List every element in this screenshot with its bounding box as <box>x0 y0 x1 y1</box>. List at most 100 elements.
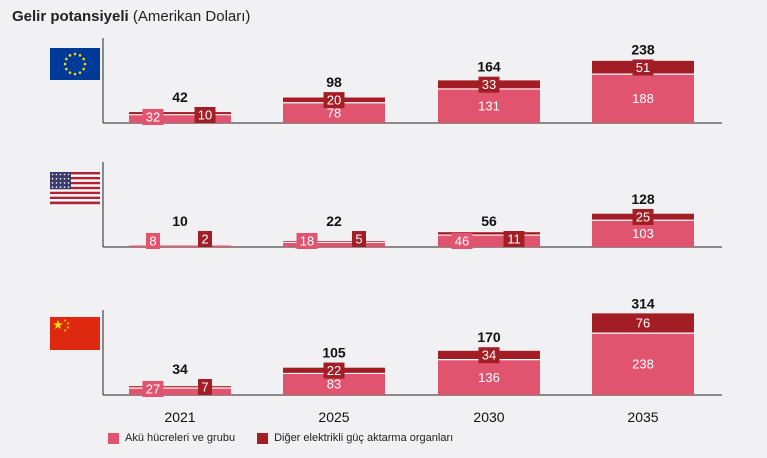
panel-us-flag: 8 2 10 18 5 22 46 11 56 103 25 128 <box>50 162 722 249</box>
china-flag-star <box>66 325 70 330</box>
value-label-bg-cells <box>146 233 160 249</box>
total-label: 10 <box>172 213 188 229</box>
us-flag-star <box>59 177 62 180</box>
us-flag-stripe <box>50 172 100 175</box>
us-flag-stripe <box>50 201 100 205</box>
eu-flag-star <box>78 71 82 74</box>
total-label: 22 <box>326 213 342 229</box>
us-flag-stripe <box>50 174 100 178</box>
value-label-bg-other <box>478 347 500 364</box>
value-label-bg-other <box>194 107 216 123</box>
us-flag-star <box>63 177 66 180</box>
total-label: 128 <box>631 191 655 207</box>
total-label: 238 <box>631 41 655 57</box>
us-flag-star <box>63 182 66 184</box>
x-tick-label: 2025 <box>318 409 349 425</box>
total-label: 34 <box>172 361 188 377</box>
value-label-bg-other <box>352 231 366 247</box>
value-label-bg-cells <box>451 233 473 249</box>
value-label-cells: 188 <box>632 91 654 106</box>
bar-other <box>129 112 231 115</box>
value-label-cells: 238 <box>632 357 654 372</box>
us-flag-stripe <box>50 181 100 185</box>
value-label-bg-other <box>323 92 345 109</box>
value-label-other: 22 <box>327 363 341 378</box>
us-flag-stripe <box>50 199 100 202</box>
bar-cells <box>283 242 385 247</box>
us-flag-star <box>63 173 66 176</box>
eu-flag-star <box>65 67 68 71</box>
value-label-bg-other <box>198 379 212 395</box>
us-flag-stripe <box>50 191 100 195</box>
value-label-other: 51 <box>636 60 650 75</box>
bar-cells <box>438 235 540 247</box>
value-label-bg-cells <box>142 109 164 125</box>
eu-flag-star <box>73 52 77 56</box>
chart-title: Gelir potansiyeli (Amerikan Doları) <box>12 8 250 25</box>
us-flag-stripe <box>50 176 100 180</box>
x-tick-label: 2030 <box>473 409 504 425</box>
us-flag-star <box>59 186 62 188</box>
us-flag-star <box>51 177 54 180</box>
chart-title-bold: Gelir potansiyeli <box>12 8 129 25</box>
us-flag-stripe <box>50 184 100 187</box>
us-flag-star <box>51 186 54 188</box>
us-flag-star <box>63 186 66 188</box>
legend-label-other: Diğer elektrikli güç aktarma organları <box>274 432 454 444</box>
eu-flag-star <box>63 62 67 66</box>
x-tick-label: 2035 <box>627 409 658 425</box>
x-tick-label: 2021 <box>164 409 195 425</box>
us-flag-star <box>51 182 54 184</box>
bar-cells <box>438 359 540 395</box>
total-label: 56 <box>481 213 497 229</box>
value-label-bg-other <box>632 315 654 332</box>
bar-cells <box>129 244 231 247</box>
value-label-bg-other <box>198 231 212 247</box>
us-flag-star <box>55 186 58 188</box>
us-flag-stripe <box>50 189 100 192</box>
value-label-other: 76 <box>636 316 650 331</box>
value-label-other: 7 <box>201 380 208 395</box>
total-label: 98 <box>326 74 342 90</box>
us-flag-star <box>55 173 58 176</box>
bar-cells <box>592 74 694 123</box>
value-label-cells: 27 <box>146 382 160 397</box>
us-flag-star <box>59 182 62 184</box>
bar-other <box>283 241 385 243</box>
value-label-other: 11 <box>507 232 521 247</box>
value-label-cells: 46 <box>455 234 469 249</box>
us-flag-star <box>59 173 62 176</box>
value-label-other: 33 <box>482 77 496 92</box>
legend-label-cells: Akü hücreleri ve grubu <box>125 432 236 444</box>
value-label-other: 2 <box>201 232 208 247</box>
us-flag <box>50 172 100 205</box>
legend-item-cells: Akü hücreleri ve grubu <box>108 432 235 444</box>
value-label-cells: 18 <box>300 234 314 249</box>
total-label: 164 <box>477 59 501 75</box>
bar-cells <box>438 88 540 123</box>
legend-item-other: Diğer elektrikli güç aktarma organları <box>257 432 453 444</box>
value-label-bg-other <box>478 76 500 93</box>
eu-flag-star <box>73 72 77 76</box>
bar-cells <box>283 102 385 123</box>
value-label-cells: 8 <box>149 234 156 249</box>
value-label-bg-other <box>503 231 525 247</box>
china-flag-star <box>66 321 70 326</box>
bar-cells <box>129 387 231 395</box>
total-label: 105 <box>322 345 346 361</box>
legend-swatch-other <box>257 432 269 444</box>
us-flag-star <box>67 186 70 188</box>
value-label-cells: 136 <box>478 370 500 385</box>
value-label-other: 25 <box>636 209 650 224</box>
us-flag-stripe <box>50 186 100 190</box>
bar-cells <box>592 333 694 395</box>
bar-cells <box>129 114 231 123</box>
chart-title-unit: (Amerikan Doları) <box>132 8 251 25</box>
china-flag-star <box>53 320 63 330</box>
us-flag-star <box>55 182 58 184</box>
legend: Akü hücreleri ve grubu Diğer elektrikli … <box>108 432 475 444</box>
value-label-other: 20 <box>327 93 341 108</box>
